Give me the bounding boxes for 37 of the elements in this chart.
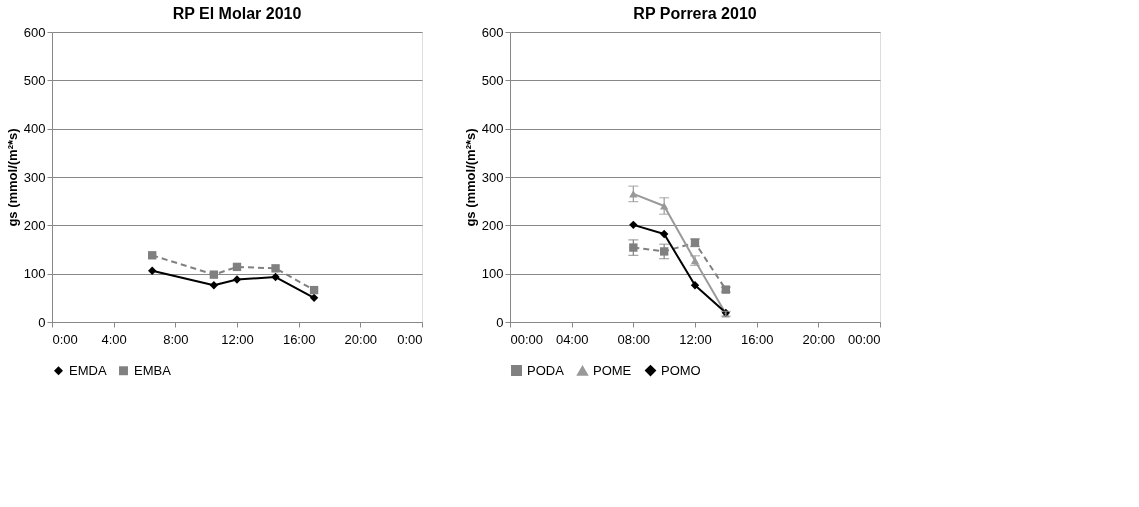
- chart-title: RP Porrera 2010: [633, 5, 757, 22]
- y-axis-title: gs (mmol/(m²*s): [4, 128, 20, 227]
- y-tick-label: 100: [23, 266, 46, 282]
- x-tick-label: 0:00: [52, 331, 78, 347]
- y-tick-label: 200: [481, 217, 504, 233]
- y-tick-label: 200: [23, 217, 46, 233]
- y-tick-label: 300: [23, 169, 46, 185]
- y-tick-label: 300: [481, 169, 504, 185]
- x-tick-label: 8:00: [163, 331, 189, 347]
- legend-label: POME: [593, 362, 632, 378]
- x-tick-label: 16:00: [282, 331, 316, 347]
- x-tick-label: 12:00: [221, 331, 254, 347]
- x-tick-label: 20:00: [344, 331, 378, 347]
- x-tick-label: 00:00: [847, 331, 881, 347]
- legend-label: POMO: [661, 362, 701, 378]
- y-tick-label: 400: [23, 121, 46, 137]
- y-axis-title: gs (mmol/(m²*s): [462, 128, 478, 227]
- y-tick-label: 0: [496, 314, 504, 330]
- x-tick-label: 12:00: [679, 331, 712, 347]
- y-tick-label: 600: [23, 24, 46, 40]
- x-tick-label: 04:00: [555, 331, 589, 347]
- legend-label: PODA: [527, 362, 565, 378]
- legend-label: EMDA: [69, 362, 107, 378]
- y-tick-label: 500: [481, 72, 504, 88]
- x-tick-label: 20:00: [802, 331, 836, 347]
- x-tick-label: 08:00: [617, 331, 651, 347]
- legend-label: EMBA: [134, 362, 172, 378]
- x-tick-label: 0:00: [397, 331, 423, 347]
- x-tick-label: 16:00: [740, 331, 774, 347]
- y-tick-label: 400: [481, 121, 504, 137]
- y-tick-label: 0: [38, 314, 46, 330]
- y-tick-label: 500: [23, 72, 46, 88]
- x-tick-label: 00:00: [510, 331, 544, 347]
- y-tick-label: 600: [481, 24, 504, 40]
- y-tick-label: 100: [481, 266, 504, 282]
- x-tick-label: 4:00: [101, 331, 127, 347]
- chart-title: RP El Molar 2010: [172, 5, 302, 22]
